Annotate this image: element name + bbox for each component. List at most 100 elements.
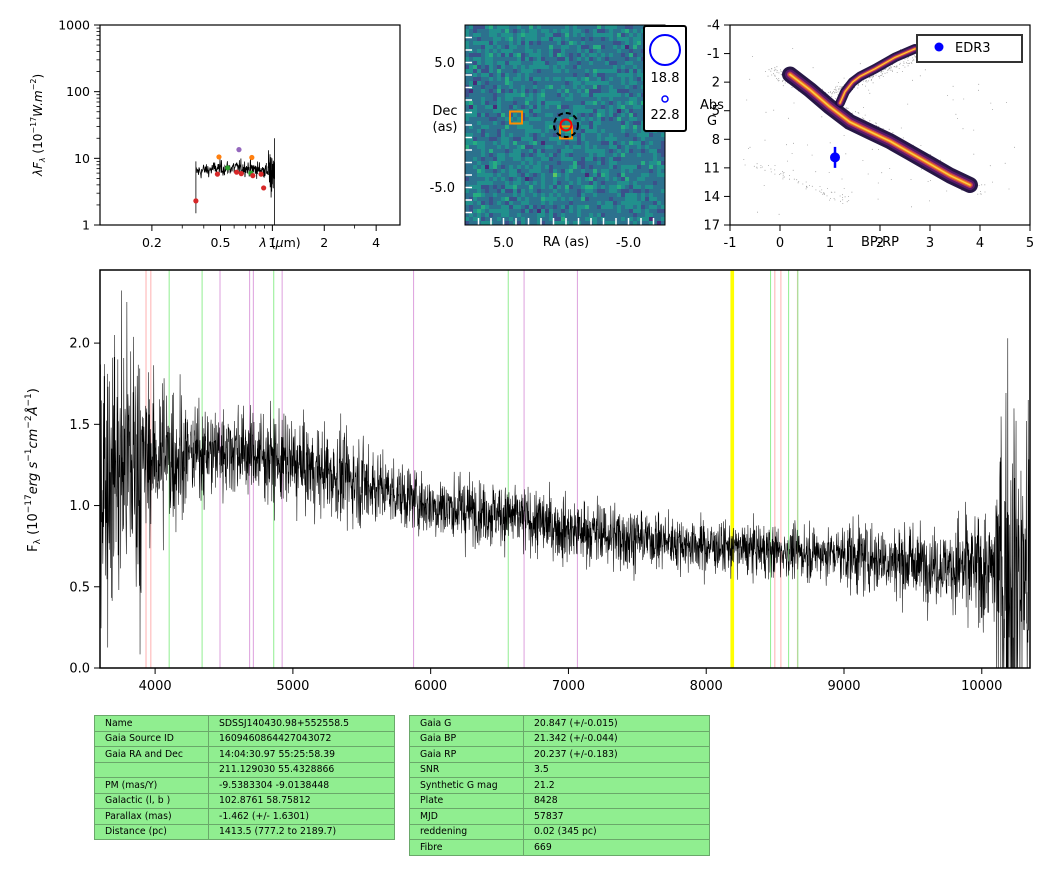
hr-y-axis-label-g: G (707, 114, 717, 129)
info-table-row: Synthetic G mag 21.2 (409, 777, 710, 794)
info-table-value: SDSSJ140430.98+552558.5 (208, 715, 395, 732)
sky-image (465, 25, 665, 225)
info-table-row: Name SDSSJ140430.98+552558.5 (94, 715, 395, 732)
info-table-key: Gaia Source ID (94, 730, 209, 747)
legend-box (643, 25, 687, 132)
info-table-value: 57837 (523, 808, 710, 825)
info-table-key: Gaia RP (409, 746, 524, 763)
legend-small-circle-icon (661, 95, 669, 103)
spectrum-y-tick-label: 2.0 (69, 337, 90, 352)
info-table-value: 669 (523, 839, 710, 856)
info-table-key: Distance (pc) (94, 823, 209, 840)
hr-giant-branch-density (835, 44, 920, 108)
hr-target-point (830, 152, 840, 163)
spectrum-x-tick-label: 6000 (414, 679, 447, 694)
info-table-key: MJD (409, 808, 524, 825)
info-table-value: 20.237 (+/-0.183) (523, 746, 710, 763)
hr-x-tick-label: 3 (926, 236, 934, 251)
sed-photometry-point (233, 169, 240, 175)
sed-spectrum-line (195, 150, 275, 198)
info-table-value: 21.342 (+/-0.044) (523, 730, 710, 747)
sed-photometry-point (261, 185, 267, 191)
hr-panel: -1 0 1 2 3 4 5 -4 -1 2 5 8 11 14 17 Abs G BP-RP EDR3 (700, 19, 1034, 252)
sed-photometry-point (238, 171, 244, 177)
hr-x-tick-label: 0 (776, 236, 784, 251)
info-table-value: 20.847 (+/-0.015) (523, 715, 710, 732)
info-table-value: 8428 (523, 792, 710, 809)
sed-x-tick-label: 4 (372, 235, 380, 250)
spectrum-y-tick-label: 1.5 (69, 418, 90, 433)
info-table-key: Parallax (mas) (94, 808, 209, 825)
image-x-tick-label: -5.0 (616, 236, 641, 251)
hr-giant-branch-density (839, 48, 916, 104)
info-table-row: Distance (pc) 1413.5 (777.2 to 2189.7) (94, 823, 395, 840)
spectrum-panel: 4000 5000 6000 7000 8000 9000 10000 0.0 0.5 1.0 1.… (24, 269, 1031, 694)
hr-y-tick-label: 5 (712, 104, 720, 119)
info-table-key: SNR (409, 761, 524, 778)
hr-main-sequence-density (789, 73, 971, 186)
image-y-tick-label: -5.0 (430, 181, 455, 196)
sed-y-tick-label: 1 (82, 218, 90, 233)
photometry-info-table: Gaia G 20.847 (+/-0.015) Gaia BP 21.342 (+/… (409, 715, 710, 856)
spectrum-x-tick-label: 10000 (961, 679, 1002, 694)
info-table-key: Gaia RA and Dec (94, 746, 209, 763)
hr-x-tick-label: -1 (724, 236, 737, 251)
image-y-tick-label: 5.0 (434, 56, 455, 71)
sed-y-tick-label: 100 (66, 84, 90, 99)
hr-legend-label: EDR3 (955, 41, 991, 56)
hr-y-tick-label: 8 (712, 133, 720, 148)
info-table-row: Gaia RP 20.237 (+/-0.183) (409, 746, 710, 763)
spectrum-x-tick-label: 4000 (139, 679, 172, 694)
info-table-value: 102.8761 58.75812 (208, 792, 395, 809)
hr-legend-marker-icon (934, 42, 944, 52)
image-y-axis-unit: (as) (433, 120, 458, 135)
image-legend: 18.8 22.8 (643, 25, 687, 132)
info-table-row: Fibre 669 (409, 839, 710, 856)
image-dashed-circle-marker (553, 112, 579, 138)
info-table-row: 211.129030 55.4328866 (94, 761, 395, 778)
sed-photometry-point (250, 173, 256, 179)
image-y-axis-label: Dec (432, 104, 457, 119)
hr-y-tick-label: 11 (703, 161, 720, 176)
sed-photometry-point (225, 165, 231, 171)
sed-x-axis-label: λ (μm) (258, 235, 300, 250)
info-table-row: MJD 57837 (409, 808, 710, 825)
info-table-value: 211.129030 55.4328866 (208, 761, 395, 778)
image-circle-marker (559, 118, 573, 132)
sed-panel: 0.2 0.5 1 2 4 1 10 100 1000 λFλ (10−17W.m−2) λ (… (29, 18, 401, 250)
sed-y-tick-label: 1000 (58, 18, 90, 33)
sed-photometry-point (236, 147, 242, 153)
info-table-row: SNR 3.5 (409, 761, 710, 778)
info-table-key: reddening (409, 823, 524, 840)
info-table-key: Fibre (409, 839, 524, 856)
info-table-value: -9.5383304 -9.0138448 (208, 777, 395, 794)
info-table-row: Gaia RA and Dec 14:04:30.97 55:25:58.39 (94, 746, 395, 763)
hr-x-tick-label: 1 (826, 236, 834, 251)
info-table-row: Plate 8428 (409, 792, 710, 809)
image-x-axis-label: RA (as) (543, 235, 589, 250)
hr-legend: EDR3 (916, 34, 1023, 63)
info-table-key (94, 761, 209, 778)
info-table-key: Plate (409, 792, 524, 809)
sed-y-tick-label: 10 (74, 151, 90, 166)
hr-legend-box (916, 34, 1023, 63)
info-table-key: Gaia G (409, 715, 524, 732)
sed-photometry-point (249, 154, 255, 161)
sed-frame (99, 24, 401, 226)
info-table-key: Synthetic G mag (409, 777, 524, 794)
info-table-key: Gaia BP (409, 730, 524, 747)
sed-x-tick-label: 2 (320, 235, 328, 250)
info-table-value: 0.02 (345 pc) (523, 823, 710, 840)
spectrum-y-tick-label: 0.0 (69, 662, 90, 677)
image-square-marker (509, 110, 523, 125)
info-table-row: Parallax (mas) -1.462 (+/- 1.6301) (94, 808, 395, 825)
info-table-value: 1609460864427043072 (208, 730, 395, 747)
hr-y-tick-label: -1 (707, 47, 720, 62)
spectrum-line (100, 290, 1030, 668)
spectrum-frame (99, 269, 1031, 669)
legend-label-small: 22.8 (651, 108, 680, 123)
image-x-tick-label: 5.0 (493, 236, 514, 251)
spectrum-x-tick-label: 5000 (276, 679, 309, 694)
sed-y-axis-label: λFλ (10−17W.m−2) (29, 74, 47, 177)
